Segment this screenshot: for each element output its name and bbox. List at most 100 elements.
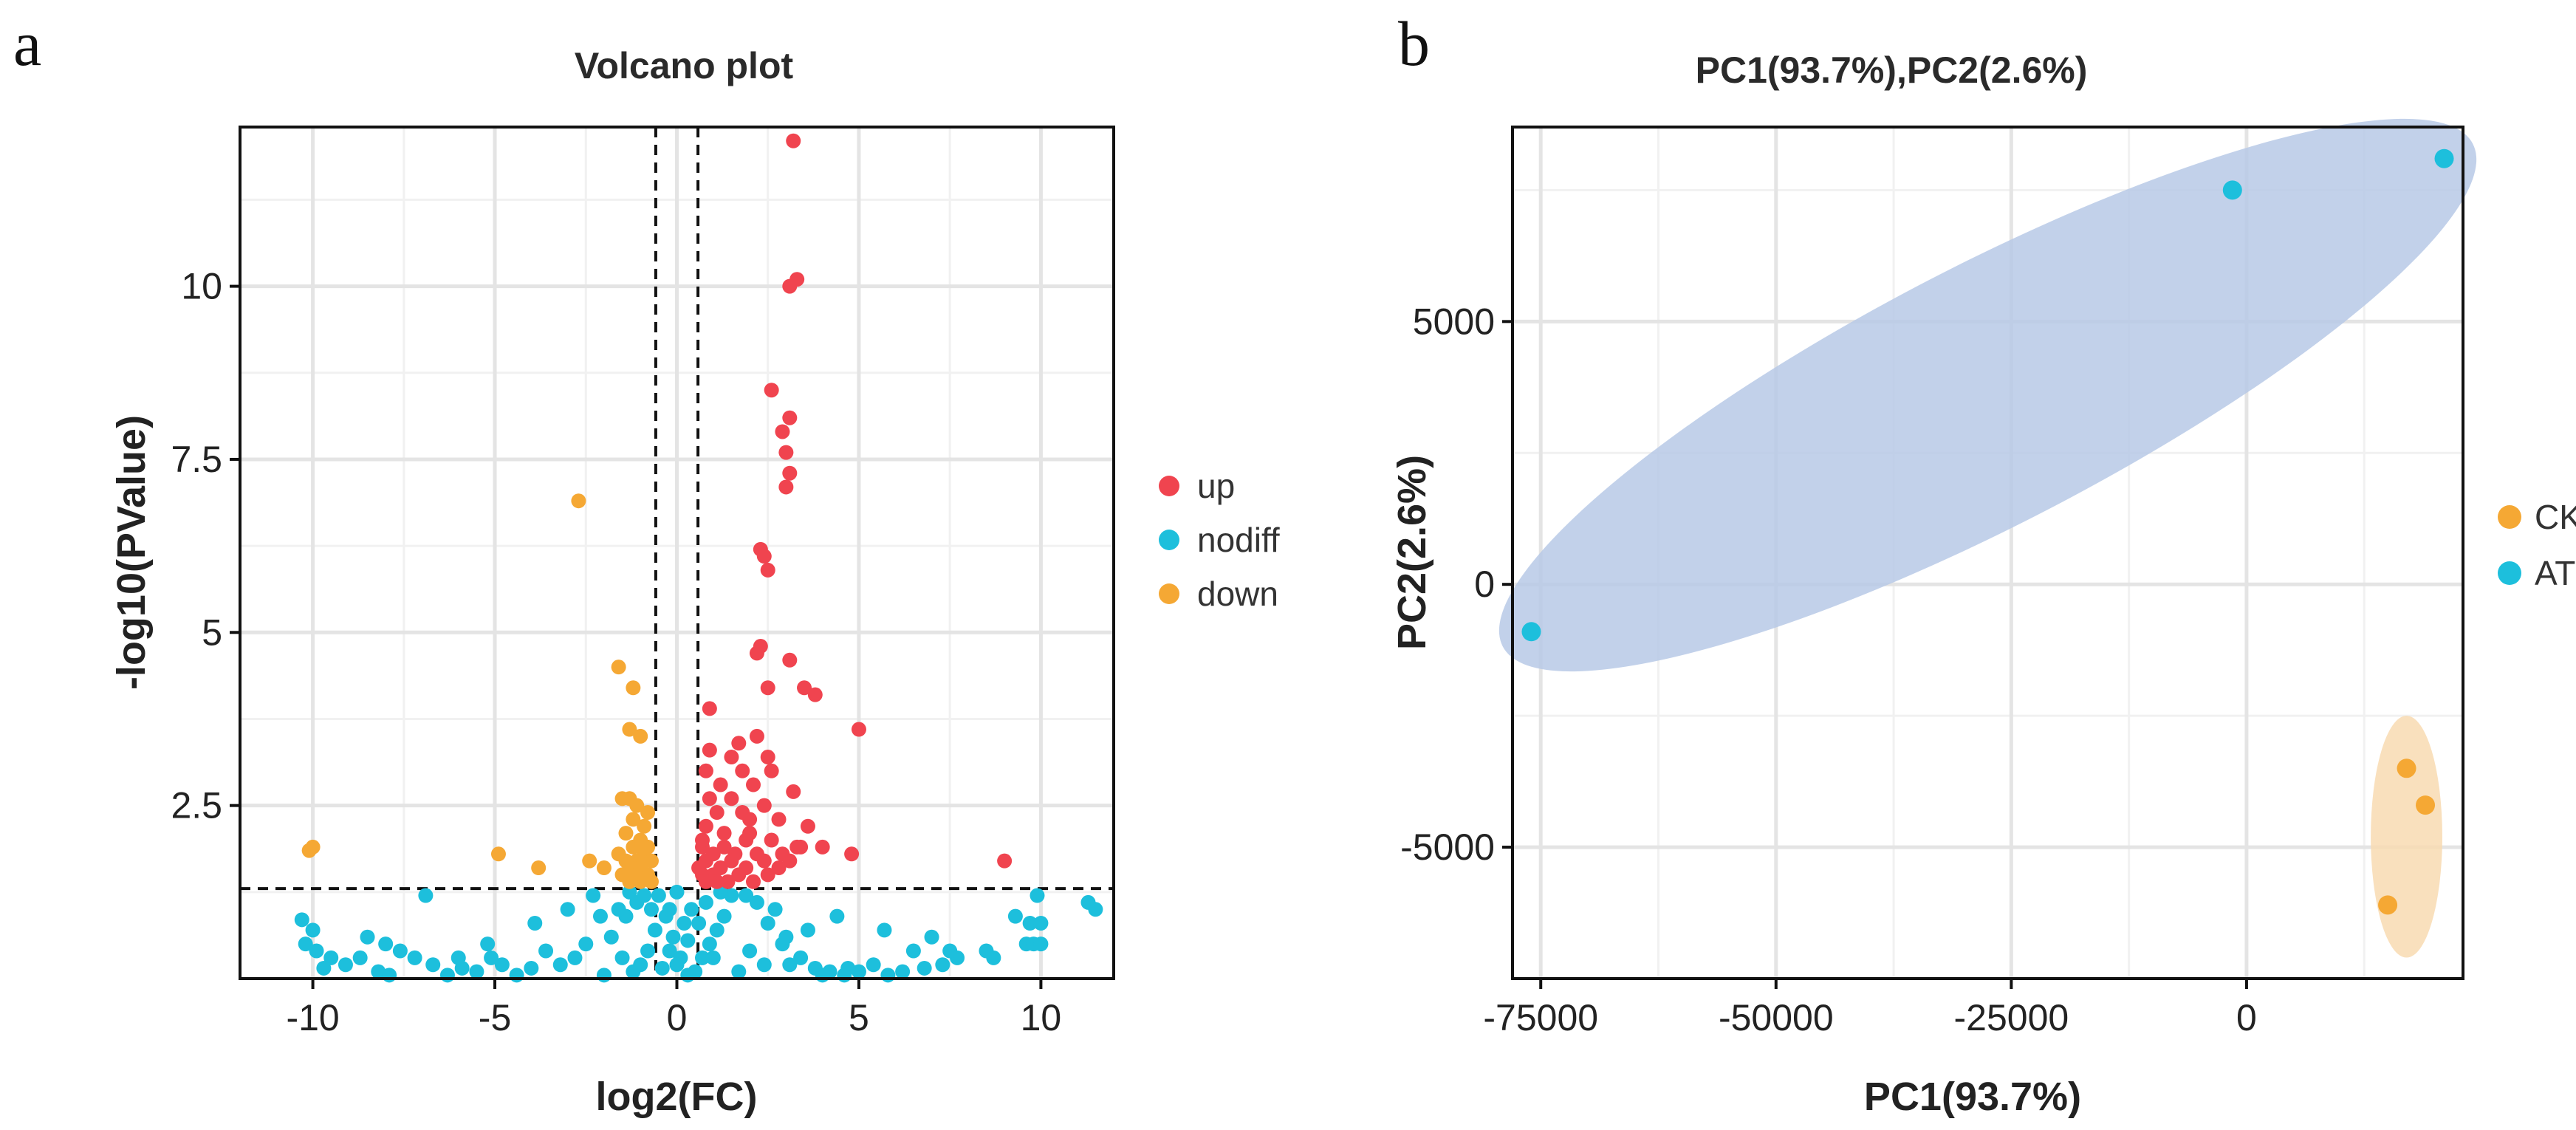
point-nodiff [782,957,798,973]
point-nodiff [451,950,466,965]
point-nodiff [552,957,568,973]
point-up [731,867,747,883]
point-up [698,763,713,778]
point-nodiff [676,916,692,931]
pca-x-axis-title: PC1(93.7%) [1864,1075,2081,1119]
point-nodiff [392,943,408,959]
point-nodiff [662,943,677,959]
point-down [640,805,656,821]
point-up [702,791,717,807]
point-nodiff [596,968,612,983]
point-ck [2397,759,2416,778]
point-up [844,846,860,862]
point-down [596,860,612,876]
legend-swatch-ck [2498,505,2521,529]
point-nodiff [935,957,950,973]
volcano-legend: up nodiff down [1159,467,1280,613]
point-up [698,874,713,889]
volcano-gridlines [240,127,1114,979]
point-nodiff [880,968,896,983]
point-up [760,680,775,696]
point-up [778,479,794,495]
point-nodiff [749,894,764,910]
point-at [2434,148,2454,168]
point-nodiff [716,908,732,924]
point-down [626,871,641,886]
point-down [637,871,652,886]
point-nodiff [698,894,713,910]
point-nodiff [669,884,685,900]
x-tick-label: -10 [286,997,339,1038]
x-tick-label: -5 [479,997,511,1038]
point-up [695,832,710,848]
point-nodiff [360,929,375,945]
point-nodiff [637,888,652,903]
point-up [709,874,724,889]
point-down [626,839,641,855]
x-tick-label: 0 [667,997,688,1038]
legend-swatch-down [1159,583,1179,604]
point-nodiff [742,943,758,959]
volcano-x-axis-title: log2(FC) [596,1075,758,1119]
point-up [691,860,707,876]
point-up [789,839,805,855]
volcano-axes: -10 -5 0 5 10 2.5 5 7.5 10 [171,266,1061,1038]
legend-label-up: up [1197,467,1235,505]
point-nodiff [614,950,630,965]
point-nodiff [407,950,422,965]
point-nodiff [905,943,921,959]
pca-points [1521,148,2454,915]
point-nodiff [643,902,659,917]
point-up [720,874,736,889]
point-down [490,846,506,862]
point-up [749,646,764,661]
point-nodiff [560,902,575,917]
point-nodiff [524,960,539,976]
point-nodiff [640,943,656,959]
point-nodiff [527,916,543,931]
y-tick-label: -5000 [1400,826,1495,868]
legend-label-ck: CK [2535,498,2576,536]
point-nodiff [338,957,353,973]
point-nodiff [1022,916,1038,931]
x-tick-label: -50000 [1719,997,1834,1038]
point-nodiff [592,908,608,924]
ellipse-ck [2371,716,2442,958]
x-tick-label: 5 [849,997,869,1038]
point-down [622,722,637,737]
point-up [760,867,775,883]
point-down [626,812,641,827]
point-up [702,701,717,716]
point-nodiff [611,902,626,917]
point-nodiff [705,950,721,965]
point-nodiff [469,964,484,979]
pca-y-axis-title: PC2(2.6%) [1390,455,1434,650]
point-nodiff [691,916,707,931]
point-nodiff [509,968,524,983]
x-tick-label: -75000 [1483,997,1598,1038]
point-nodiff [662,902,677,917]
volcano-title: Volcano plot [575,45,794,86]
point-up [764,763,779,778]
point-up [735,805,750,821]
point-up [786,133,801,148]
point-down [582,853,597,869]
point-nodiff [669,957,685,973]
point-up [851,722,866,737]
point-up [771,812,787,827]
point-down [643,853,659,869]
point-nodiff [895,964,911,979]
point-nodiff [1033,916,1049,931]
point-down [531,860,547,876]
point-nodiff [622,884,637,900]
point-nodiff [760,916,775,931]
point-nodiff [1080,894,1096,910]
point-up [775,424,790,439]
point-nodiff [439,968,455,983]
point-up [724,791,739,807]
point-up [698,818,713,834]
point-nodiff [1030,888,1045,903]
point-up [702,742,717,758]
